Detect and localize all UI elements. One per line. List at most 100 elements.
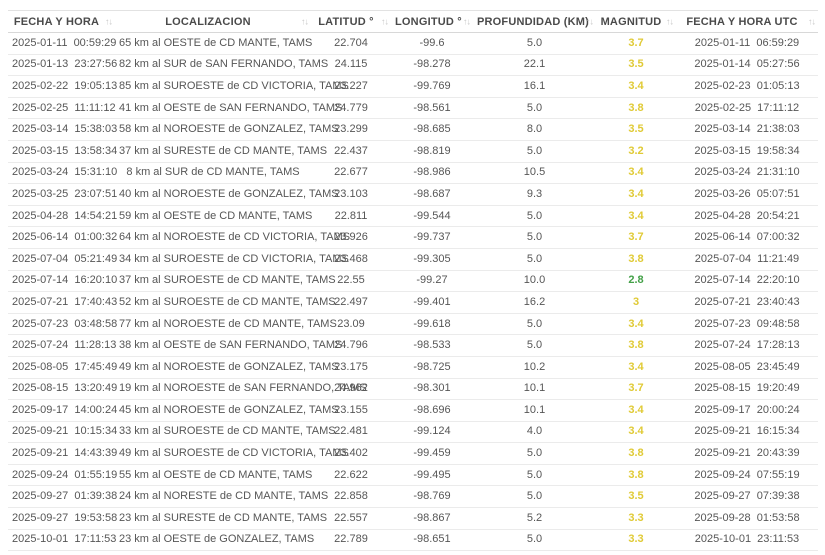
cell-magnitud: 3.5 (596, 118, 676, 141)
table-row: 2025-08-15 13:20:49 19 km al NOROESTE de … (8, 378, 818, 401)
sort-icon: ↑↓ (381, 16, 389, 26)
cell-latitud: 22.55 (311, 270, 391, 293)
column-header-fecha_utc[interactable]: FECHA Y HORA UTC ↑↓ (676, 10, 818, 33)
cell-profundidad: 5.0 (473, 226, 596, 249)
table-row: 2025-02-25 11:11:12 41 km al OESTE de SAN… (8, 97, 818, 120)
cell-localizacion: 19 km al NOROESTE de SAN FERNANDO, TAMS (115, 378, 367, 401)
sort-icon: ↑↓ (808, 16, 816, 26)
cell-localizacion: 40 km al NOROESTE de GONZALEZ, TAMS (115, 183, 339, 206)
cell-magnitud: 3.4 (596, 313, 676, 336)
cell-magnitud: 3.3 (596, 507, 676, 530)
table-body: 2025-01-11 00:59:29 65 km al OESTE de CD … (8, 32, 818, 552)
sort-icon: ↑↓ (301, 16, 309, 26)
cell-fecha_utc: 2025-01-11 06:59:29 (676, 32, 818, 55)
cell-longitud: -99.124 (391, 421, 473, 444)
cell-fecha_utc: 2025-03-26 05:07:51 (676, 183, 818, 206)
cell-magnitud: 3.8 (596, 97, 676, 120)
cell-fecha_utc: 2025-09-27 07:39:38 (676, 485, 818, 509)
cell-latitud: 22.704 (311, 32, 391, 55)
cell-localizacion: 41 km al OESTE de SAN FERNANDO, TAMS (115, 97, 342, 120)
table-row: 2025-09-21 10:15:34 33 km al SUROESTE de … (8, 421, 818, 444)
cell-longitud: -99.737 (391, 226, 473, 249)
cell-longitud: -98.819 (391, 140, 473, 163)
cell-longitud: -98.696 (391, 399, 473, 422)
cell-profundidad: 5.0 (473, 313, 596, 336)
table-row: 2025-01-11 00:59:29 65 km al OESTE de CD … (8, 32, 818, 55)
cell-profundidad: 22.1 (473, 54, 596, 77)
cell-latitud: 22.437 (311, 140, 391, 163)
column-header-longitud[interactable]: LONGITUD ° ↑↓ (391, 10, 473, 33)
cell-longitud: -99.401 (391, 291, 473, 314)
cell-longitud: -99.6 (391, 32, 473, 55)
cell-magnitud: 3.4 (596, 205, 676, 228)
cell-fecha: 2025-07-14 16:20:10 (8, 270, 117, 293)
cell-latitud: 23.468 (311, 248, 391, 271)
table-row: 2025-09-24 01:55:19 55 km al OESTE de CD … (8, 464, 818, 487)
cell-longitud: -99.618 (391, 313, 473, 336)
table-header-row: FECHA Y HORA ↑↓ LOCALIZACION ↑↓ LATITUD ° ↑↓ L… (8, 10, 818, 33)
cell-longitud: -99.544 (391, 205, 473, 228)
table-row: 2025-04-28 14:54:21 59 km al OESTE de CD … (8, 205, 818, 228)
cell-fecha: 2025-03-14 15:38:03 (8, 118, 117, 141)
column-header-fecha[interactable]: FECHA Y HORA ↑↓ (8, 10, 115, 33)
cell-fecha_utc: 2025-03-24 21:31:10 (676, 162, 818, 185)
cell-fecha: 2025-09-24 01:55:19 (8, 464, 117, 487)
cell-latitud: 22.858 (311, 485, 391, 509)
cell-longitud: -98.561 (391, 97, 473, 120)
cell-localizacion: 24 km al NORESTE de CD MANTE, TAMS (115, 485, 328, 509)
table-row: 2025-07-21 17:40:43 52 km al SUROESTE de … (8, 291, 818, 314)
cell-fecha_utc: 2025-09-21 16:15:34 (676, 421, 818, 444)
column-header-profundidad[interactable]: PROFUNDIDAD (KM) ↑↓ (473, 10, 596, 33)
cell-profundidad: 5.0 (473, 529, 596, 552)
cell-longitud: -98.867 (391, 507, 473, 530)
cell-fecha: 2025-08-05 17:45:49 (8, 356, 117, 379)
cell-fecha: 2025-08-15 13:20:49 (8, 378, 117, 401)
cell-localizacion: 77 km al NOROESTE de CD MANTE, TAMS (115, 313, 337, 336)
column-header-label: LATITUD ° (318, 15, 374, 28)
cell-latitud: 22.622 (311, 464, 391, 487)
cell-profundidad: 5.0 (473, 334, 596, 357)
cell-fecha: 2025-09-27 01:39:38 (8, 485, 117, 509)
cell-profundidad: 8.0 (473, 118, 596, 141)
cell-profundidad: 5.2 (473, 507, 596, 530)
cell-fecha: 2025-03-15 13:58:34 (8, 140, 117, 163)
cell-profundidad: 10.5 (473, 162, 596, 185)
cell-profundidad: 9.3 (473, 183, 596, 206)
cell-latitud: 22.497 (311, 291, 391, 314)
table-row: 2025-10-01 17:11:53 23 km al OESTE de GON… (8, 529, 818, 552)
cell-fecha: 2025-04-28 14:54:21 (8, 205, 117, 228)
table-row: 2025-07-04 05:21:49 34 km al SUROESTE de … (8, 248, 818, 271)
cell-localizacion: 59 km al OESTE de CD MANTE, TAMS (115, 205, 312, 228)
column-header-label: FECHA Y HORA (13, 15, 100, 28)
cell-localizacion: 58 km al NOROESTE de GONZALEZ, TAMS (115, 118, 339, 141)
table-header: FECHA Y HORA ↑↓ LOCALIZACION ↑↓ LATITUD ° ↑↓ L… (8, 10, 818, 33)
cell-latitud: 23.103 (311, 183, 391, 206)
column-header-latitud[interactable]: LATITUD ° ↑↓ (311, 10, 391, 33)
cell-longitud: -98.533 (391, 334, 473, 357)
cell-latitud: 23.175 (311, 356, 391, 379)
cell-fecha_utc: 2025-08-05 23:45:49 (676, 356, 818, 379)
cell-localizacion: 8 km al SUR de CD MANTE, TAMS (115, 162, 311, 185)
column-header-label: PROFUNDIDAD (KM) (477, 15, 589, 28)
cell-longitud: -99.305 (391, 248, 473, 271)
cell-latitud: 23.09 (311, 313, 391, 336)
cell-profundidad: 10.2 (473, 356, 596, 379)
column-header-magnitud[interactable]: MAGNITUD ↑↓ (596, 10, 676, 33)
cell-fecha_utc: 2025-09-21 20:43:39 (676, 442, 818, 465)
table-row: 2025-03-24 15:31:10 8 km al SUR de CD MAN… (8, 162, 818, 185)
cell-magnitud: 3.4 (596, 162, 676, 185)
cell-profundidad: 5.0 (473, 97, 596, 120)
cell-magnitud: 3.5 (596, 54, 676, 77)
cell-latitud: 24.115 (311, 54, 391, 77)
column-header-label: LONGITUD ° (395, 15, 462, 28)
sort-icon: ↑↓ (666, 16, 674, 26)
column-header-localizacion[interactable]: LOCALIZACION ↑↓ (115, 10, 311, 33)
column-header-label: FECHA Y HORA UTC (686, 15, 798, 28)
sort-icon: ↑↓ (105, 16, 113, 26)
cell-fecha: 2025-10-01 17:11:53 (8, 529, 116, 552)
cell-localizacion: 37 km al SURESTE de CD MANTE, TAMS (115, 140, 327, 163)
table-row: 2025-01-13 23:27:56 82 km al SUR de SAN F… (8, 54, 818, 77)
sort-icon: ↑↓ (586, 16, 594, 26)
cell-magnitud: 3.7 (596, 226, 676, 249)
cell-profundidad: 10.1 (473, 399, 596, 422)
